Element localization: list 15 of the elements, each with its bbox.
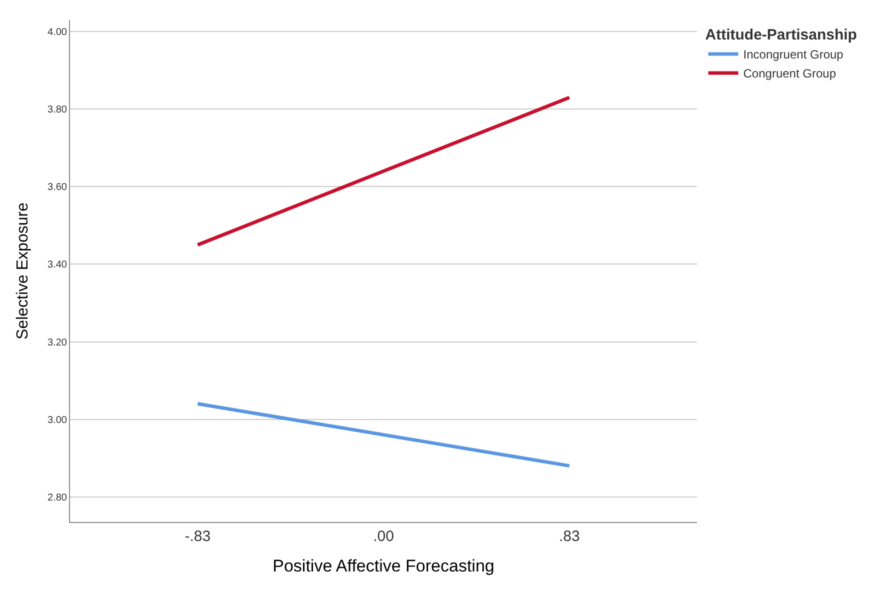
- y-tick-label: 3.00: [48, 414, 68, 426]
- y-tick-label: 3.80: [48, 104, 68, 116]
- legend-title: Attitude-Partisanship: [705, 26, 857, 44]
- x-axis-title: Positive Affective Forecasting: [272, 556, 494, 576]
- x-tick-label: -.83: [184, 528, 211, 545]
- x-tick-label: .00: [373, 528, 394, 545]
- y-tick-label: 3.40: [48, 260, 68, 271]
- x-tick-label: .83: [558, 528, 580, 545]
- y-tick-label: 3.20: [48, 337, 68, 348]
- legend-label: Congruent Group: [743, 66, 836, 81]
- y-axis-title: Selective Exposure: [14, 202, 32, 340]
- y-tick-label: 3.60: [48, 182, 68, 194]
- y-tick-label: 2.80: [48, 492, 68, 504]
- legend-label: Incongruent Group: [743, 48, 844, 62]
- y-tick-label: 4.00: [48, 27, 68, 38]
